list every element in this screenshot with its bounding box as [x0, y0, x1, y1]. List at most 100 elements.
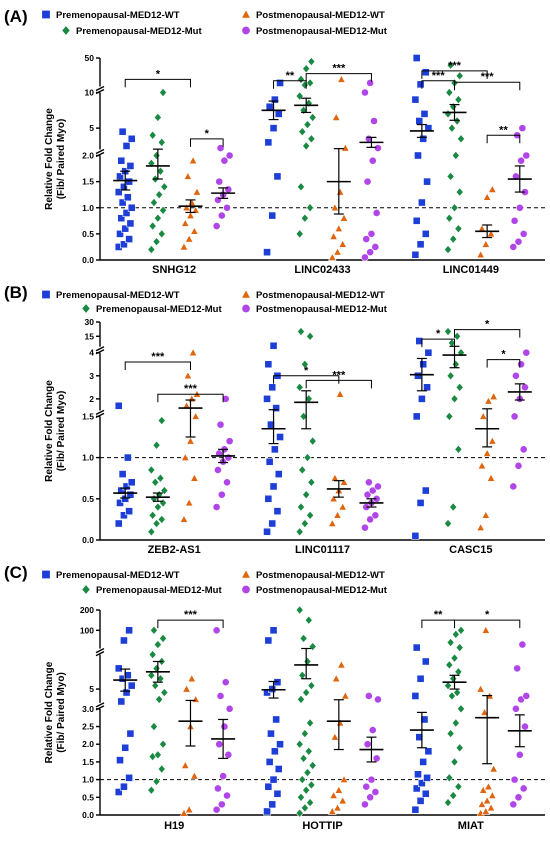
- data-point: [122, 688, 131, 697]
- data-point: [335, 389, 345, 398]
- data-point: [374, 695, 382, 704]
- axis-break: [95, 85, 105, 92]
- data-point: [182, 684, 191, 693]
- data-point: [148, 130, 157, 140]
- y-axis-label-line: (Fib/ Paired Myo): [56, 391, 67, 472]
- data-point: [366, 248, 375, 257]
- data-point: [335, 718, 345, 727]
- data-point: [265, 102, 274, 111]
- data-point: [114, 664, 123, 673]
- data-point: [126, 162, 135, 170]
- data-point: [272, 404, 281, 412]
- bracket-line: [486, 134, 521, 144]
- data-point: [147, 785, 156, 795]
- data-point: [295, 91, 304, 101]
- data-point: [455, 187, 464, 197]
- data-point: [306, 718, 315, 728]
- y-axis-label-line: (Fib/ Paired Myo): [56, 119, 67, 200]
- group-pre_mut: [145, 625, 170, 795]
- y-tick-label: 0.0: [82, 810, 94, 820]
- data-point: [421, 486, 430, 495]
- data-point: [304, 615, 313, 625]
- data-point: [414, 371, 422, 380]
- data-point: [518, 640, 527, 649]
- data-point: [295, 382, 304, 392]
- data-point: [308, 760, 317, 771]
- data-point: [273, 507, 282, 516]
- data-point: [152, 150, 161, 161]
- data-point: [295, 527, 304, 537]
- data-point: [372, 754, 381, 763]
- legend-marker-diamond: [61, 25, 71, 36]
- data-point: [306, 798, 315, 808]
- data-point: [329, 790, 338, 799]
- legend-label: Premenopausal-MED12-Mut: [76, 26, 202, 37]
- data-point: [489, 391, 498, 400]
- group-post_wt: [178, 348, 203, 523]
- data-point: [273, 172, 282, 181]
- data-point: [298, 465, 307, 475]
- data-point: [127, 134, 136, 143]
- data-point: [517, 156, 525, 165]
- data-point: [421, 68, 430, 77]
- data-point: [414, 151, 422, 160]
- data-point: [478, 411, 488, 420]
- data-point: [268, 211, 277, 220]
- data-point: [120, 511, 128, 520]
- data-point: [335, 187, 345, 196]
- data-point: [269, 124, 278, 133]
- data-point: [481, 510, 491, 519]
- bracket-line: [454, 329, 521, 338]
- data-point: [159, 739, 168, 749]
- legend-marker-square: [41, 289, 51, 299]
- data-point: [264, 138, 273, 147]
- group-pre_wt: [409, 337, 434, 540]
- data-point: [224, 453, 233, 462]
- bracket-line: [454, 619, 521, 629]
- legend-marker-square: [41, 10, 51, 19]
- data-point: [371, 511, 380, 520]
- bracket-line: [486, 359, 521, 368]
- data-point: [338, 239, 347, 248]
- significance-label: **: [286, 70, 295, 82]
- data-point: [363, 740, 372, 749]
- data-point: [333, 803, 342, 812]
- group-post_wt: [326, 74, 351, 261]
- data-point: [270, 445, 279, 454]
- group-post_mut: [507, 124, 532, 251]
- legend-label: Postmenopausal-MED12-WT: [256, 570, 385, 581]
- data-point: [488, 436, 497, 445]
- data-point: [372, 209, 381, 217]
- data-point: [223, 203, 231, 212]
- significance-bracket: ***: [157, 383, 224, 403]
- data-point: [182, 203, 191, 212]
- data-point: [298, 127, 307, 137]
- data-point: [451, 150, 460, 161]
- data-point: [159, 87, 168, 98]
- data-point: [157, 229, 166, 239]
- data-point: [123, 193, 132, 202]
- category-label: LINC01449: [443, 264, 499, 276]
- data-point: [125, 177, 134, 186]
- data-point: [215, 740, 224, 749]
- data-point: [307, 56, 316, 67]
- data-point: [330, 732, 340, 741]
- significance-bracket: ***: [305, 369, 372, 389]
- data-point: [212, 626, 221, 635]
- data-point: [412, 54, 421, 62]
- data-point: [450, 653, 459, 663]
- group-pre_wt: [409, 643, 434, 814]
- data-point: [268, 383, 277, 392]
- group-pre_mut: [442, 625, 467, 808]
- data-point: [122, 209, 131, 217]
- bracket-line: [124, 361, 191, 370]
- data-point: [421, 229, 430, 238]
- legend: Premenopausal-MED12-WT Postmenopausal-MED…: [41, 569, 388, 596]
- y-tick-label: 3.0: [82, 704, 94, 714]
- axis-break: [95, 650, 105, 657]
- data-point: [117, 214, 126, 223]
- data-point: [449, 790, 458, 801]
- data-point: [147, 670, 156, 680]
- panel-letter: (B): [4, 283, 28, 302]
- data-point: [157, 415, 166, 426]
